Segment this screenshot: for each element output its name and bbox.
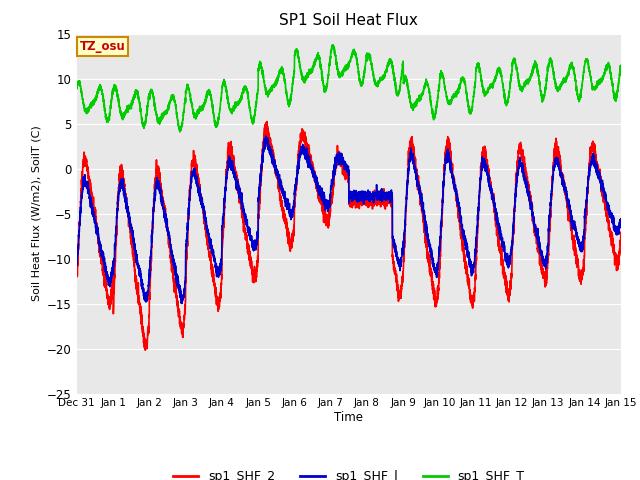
- sp1_SHF_2: [263, 119, 271, 124]
- Line: sp1_SHF_l: sp1_SHF_l: [77, 136, 621, 303]
- Y-axis label: Soil Heat Flux (W/m2), SoilT (C): Soil Heat Flux (W/m2), SoilT (C): [31, 126, 42, 301]
- sp1_SHF_l: [479, 165, 487, 170]
- sp1_SHF_T: [479, 85, 487, 91]
- sp1_SHF_2: [427, 273, 435, 279]
- sp1_SHF_l: [399, 252, 407, 257]
- sp1_SHF_T: [176, 129, 184, 135]
- sp1_SHF_l: [262, 133, 269, 139]
- Text: TZ_osu: TZ_osu: [79, 40, 125, 53]
- sp1_SHF_l: [617, 219, 625, 225]
- sp1_SHF_T: [330, 42, 337, 48]
- sp1_SHF_l: [73, 263, 81, 268]
- sp1_SHF_2: [479, 147, 487, 153]
- sp1_SHF_2: [172, 290, 180, 296]
- sp1_SHF_T: [172, 104, 179, 109]
- X-axis label: Time: Time: [334, 411, 364, 424]
- sp1_SHF_l: [427, 246, 435, 252]
- sp1_SHF_2: [281, 216, 289, 222]
- sp1_SHF_2: [520, 162, 528, 168]
- sp1_SHF_T: [427, 101, 435, 107]
- Line: sp1_SHF_T: sp1_SHF_T: [77, 45, 621, 132]
- sp1_SHF_2: [141, 347, 149, 353]
- sp1_SHF_l: [520, 172, 528, 178]
- sp1_SHF_2: [399, 268, 407, 274]
- sp1_SHF_2: [617, 229, 625, 235]
- Legend: sp1_SHF_2, sp1_SHF_l, sp1_SHF_T: sp1_SHF_2, sp1_SHF_l, sp1_SHF_T: [168, 465, 530, 480]
- sp1_SHF_l: [172, 263, 179, 269]
- sp1_SHF_T: [520, 80, 528, 85]
- sp1_SHF_T: [617, 72, 625, 78]
- sp1_SHF_T: [281, 79, 289, 85]
- sp1_SHF_l: [178, 300, 186, 306]
- sp1_SHF_l: [281, 193, 289, 199]
- sp1_SHF_T: [73, 86, 81, 92]
- Line: sp1_SHF_2: sp1_SHF_2: [77, 121, 621, 350]
- sp1_SHF_T: [399, 80, 407, 86]
- sp1_SHF_2: [73, 268, 81, 274]
- Title: SP1 Soil Heat Flux: SP1 Soil Heat Flux: [280, 13, 418, 28]
